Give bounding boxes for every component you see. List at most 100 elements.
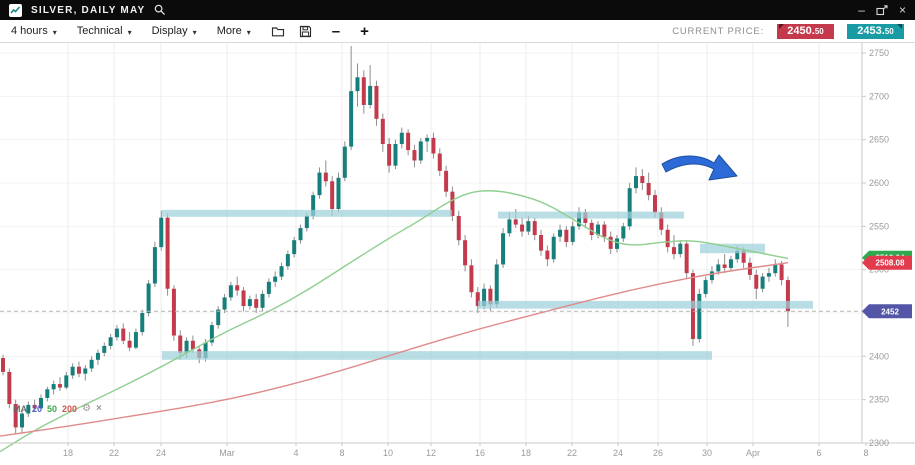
support-resistance-zone[interactable] <box>162 209 452 217</box>
ask-price-button[interactable]: 2453.50 <box>847 23 904 39</box>
bear-candle <box>32 404 37 409</box>
ask-tick-icon <box>897 23 902 29</box>
bull-candle <box>159 217 164 248</box>
bull-candle <box>678 243 683 255</box>
price-axis[interactable]: 2750270026502600255025002450240023502300 <box>862 48 889 448</box>
support-resistance-zone[interactable] <box>162 351 712 360</box>
ma-remove-icon[interactable]: × <box>96 403 102 414</box>
bear-candle <box>532 221 537 235</box>
bid-tick-icon <box>779 23 784 29</box>
chevron-down-icon: ▾ <box>127 27 132 37</box>
chart-area: 2750270026502600255025002450240023502300… <box>0 43 915 465</box>
ma-indicator-legend: MA 20 50 200 ⚙ × <box>13 403 102 414</box>
bear-candle <box>785 280 790 312</box>
search-icon[interactable] <box>154 4 166 16</box>
bear-candle <box>545 250 550 260</box>
support-resistance-zone[interactable] <box>478 300 813 309</box>
bear-candle <box>76 366 81 374</box>
last-price-badge-shape <box>862 304 912 319</box>
candlestick-series <box>1 46 790 435</box>
bull-candle <box>355 77 360 92</box>
more-dropdown[interactable]: More ▾ <box>217 25 251 37</box>
bear-candle <box>520 224 525 232</box>
app-logo-icon <box>9 3 22 17</box>
ask-price-dec: 50 <box>884 26 894 36</box>
price-chart[interactable]: 2750270026502600255025002450240023502300… <box>0 43 915 465</box>
bear-candle <box>7 371 12 404</box>
ma200-line <box>0 262 789 437</box>
display-dropdown[interactable]: Display ▾ <box>152 25 197 37</box>
bull-candle <box>140 313 145 333</box>
bull-candle <box>501 233 506 265</box>
support-resistance-zone[interactable] <box>498 211 684 219</box>
time-axis-label: 18 <box>521 448 531 458</box>
bear-candle <box>722 264 727 268</box>
minimize-button[interactable]: – <box>858 3 865 17</box>
bear-candle <box>747 262 752 275</box>
popout-button[interactable] <box>876 4 888 16</box>
ma-settings-gear-icon[interactable]: ⚙ <box>82 403 92 414</box>
bear-candle <box>235 285 240 291</box>
last-price-badge-value: 2452 <box>881 307 899 316</box>
time-axis-label: 10 <box>383 448 393 458</box>
bear-candle <box>450 191 455 216</box>
support-resistance-zone[interactable] <box>700 243 765 254</box>
chevron-down-icon: ▾ <box>246 27 251 37</box>
bear-candle <box>741 250 746 263</box>
open-template-icon[interactable] <box>271 25 285 38</box>
ma-period-200: 200 <box>62 403 78 414</box>
time-axis-label: 30 <box>702 448 712 458</box>
time-axis-label: 12 <box>426 448 436 458</box>
time-axis-label: 16 <box>475 448 485 458</box>
bull-candle <box>766 273 771 277</box>
chevron-down-icon: ▾ <box>192 27 197 37</box>
bull-candle <box>102 345 107 353</box>
more-dropdown-label: More <box>216 25 242 37</box>
bid-price-button[interactable]: 2450.50 <box>777 23 834 39</box>
bull-candle <box>19 413 24 428</box>
bear-candle <box>488 288 493 305</box>
save-icon[interactable] <box>299 25 312 38</box>
bear-candle <box>361 77 366 105</box>
technical-dropdown[interactable]: Technical ▾ <box>77 25 132 37</box>
timeframe-dropdown[interactable]: 4 hours ▾ <box>11 25 57 37</box>
bull-candle <box>621 226 626 239</box>
bear-candle <box>1 358 5 372</box>
bear-candle <box>754 274 759 289</box>
current-price-label: CURRENT PRICE: <box>672 25 764 37</box>
bear-candle <box>652 195 657 213</box>
bull-candle <box>558 229 563 237</box>
time-axis-label: 6 <box>816 448 821 458</box>
time-axis-label: 22 <box>109 448 119 458</box>
time-axis-label: 4 <box>293 448 298 458</box>
time-axis-label: 8 <box>339 448 344 458</box>
bull-candle <box>146 283 151 313</box>
close-button[interactable]: × <box>898 3 906 17</box>
bear-candle <box>380 118 385 144</box>
bear-candle <box>437 153 442 171</box>
bull-candle <box>634 176 638 189</box>
bear-candle <box>463 240 468 266</box>
arrow-annotation[interactable] <box>661 154 738 181</box>
bull-candle <box>735 250 740 260</box>
time-axis[interactable]: 18 22 24 Mar 4 8 10 12 16 18 22 24 26 30 Apr 6 8 <box>63 443 869 458</box>
bear-candle <box>444 170 449 192</box>
zoom-out-button[interactable]: – <box>331 22 341 40</box>
bear-candle <box>190 340 195 350</box>
time-axis-label: Mar <box>219 448 235 458</box>
time-axis-label: 22 <box>567 448 577 458</box>
price-axis-label: 2650 <box>869 135 889 145</box>
bull-candle <box>728 259 733 268</box>
bull-candle <box>577 212 582 227</box>
bull-candle <box>152 247 157 284</box>
price-axis-label: 2550 <box>869 221 889 231</box>
bull-candle <box>222 297 227 310</box>
time-axis-label: 8 <box>863 448 868 458</box>
bear-candle <box>127 340 132 348</box>
bear-candle <box>57 384 62 388</box>
bull-candle <box>273 276 278 282</box>
bull-candle <box>216 309 221 326</box>
bear-candle <box>412 150 417 161</box>
zoom-in-button[interactable]: + <box>360 22 369 40</box>
